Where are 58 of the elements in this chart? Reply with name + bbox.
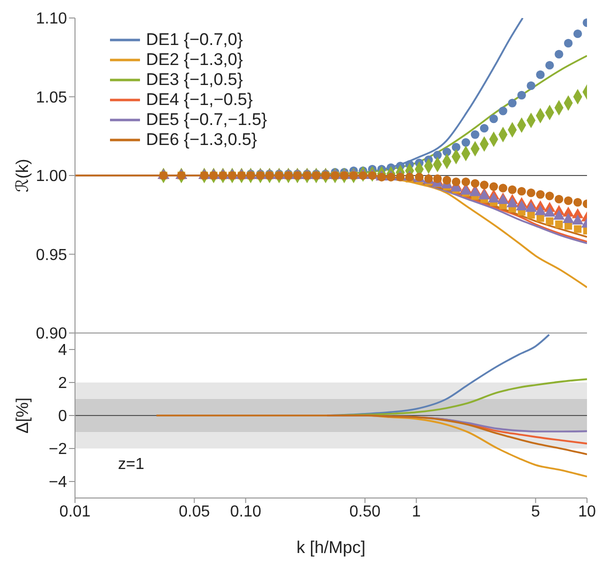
point: [546, 217, 554, 225]
point: [536, 190, 545, 199]
legend-label: DE1 {−0.7,0}: [146, 30, 243, 50]
point: [564, 196, 573, 205]
y-tick-label: 0.95: [36, 246, 68, 264]
y-axis-title: Δ[%]: [13, 398, 32, 434]
point: [534, 205, 546, 216]
legend-label: DE4 {−1,−0.5}: [146, 90, 253, 110]
point: [553, 210, 565, 220]
x-tick-label: 1: [412, 503, 421, 520]
legend-label: DE3 {−1,0.5}: [146, 70, 243, 90]
y-tick-label: 0.90: [36, 326, 68, 343]
y-tick-label: 2: [58, 375, 68, 392]
legend-label: DE2 {−1.3,0}: [146, 50, 243, 70]
legend-label: DE5 {−0.7,−1.5}: [146, 110, 267, 130]
point: [544, 206, 556, 217]
x-tick-label: 5: [531, 503, 540, 520]
point: [506, 197, 518, 208]
point: [562, 212, 574, 223]
y-tick-label: −4: [48, 474, 68, 492]
y-tick-label: 4: [58, 342, 68, 360]
y-tick-label: 1.00: [36, 168, 68, 186]
point: [488, 192, 500, 202]
point: [555, 220, 563, 228]
annotation: z=1: [118, 456, 144, 474]
point: [386, 172, 396, 182]
point: [480, 180, 489, 190]
legend-label: DE6 {−1.3,0.5}: [146, 130, 258, 150]
x-tick-label: 0.10: [230, 503, 262, 520]
point: [517, 186, 526, 196]
point: [358, 171, 368, 180]
point: [526, 188, 536, 198]
x-axis-title: k [h/Mpc]: [296, 538, 366, 557]
point: [545, 192, 554, 200]
point: [572, 214, 584, 225]
y-tick-label: 0: [58, 408, 68, 426]
point: [554, 194, 564, 204]
point: [573, 198, 582, 207]
point: [508, 185, 517, 194]
point: [470, 179, 480, 188]
x-tick-label: 0.05: [178, 503, 210, 520]
point: [433, 174, 442, 183]
point: [452, 178, 460, 186]
point: [516, 200, 528, 210]
point: [442, 176, 452, 185]
point: [489, 182, 498, 191]
point: [368, 171, 377, 180]
y-tick-label: 1.10: [36, 10, 68, 28]
x-tick-label: 10: [578, 503, 596, 520]
y-axis-title: ℛ(k): [13, 158, 32, 192]
point: [498, 184, 508, 192]
point: [574, 225, 582, 233]
point: [462, 178, 470, 186]
point: [525, 202, 537, 212]
x-tick-label: 0.50: [349, 503, 381, 520]
y-tick-label: 1.05: [36, 89, 68, 106]
y-tick-label: −2: [48, 441, 68, 458]
x-tick-label: 0.01: [59, 503, 91, 520]
